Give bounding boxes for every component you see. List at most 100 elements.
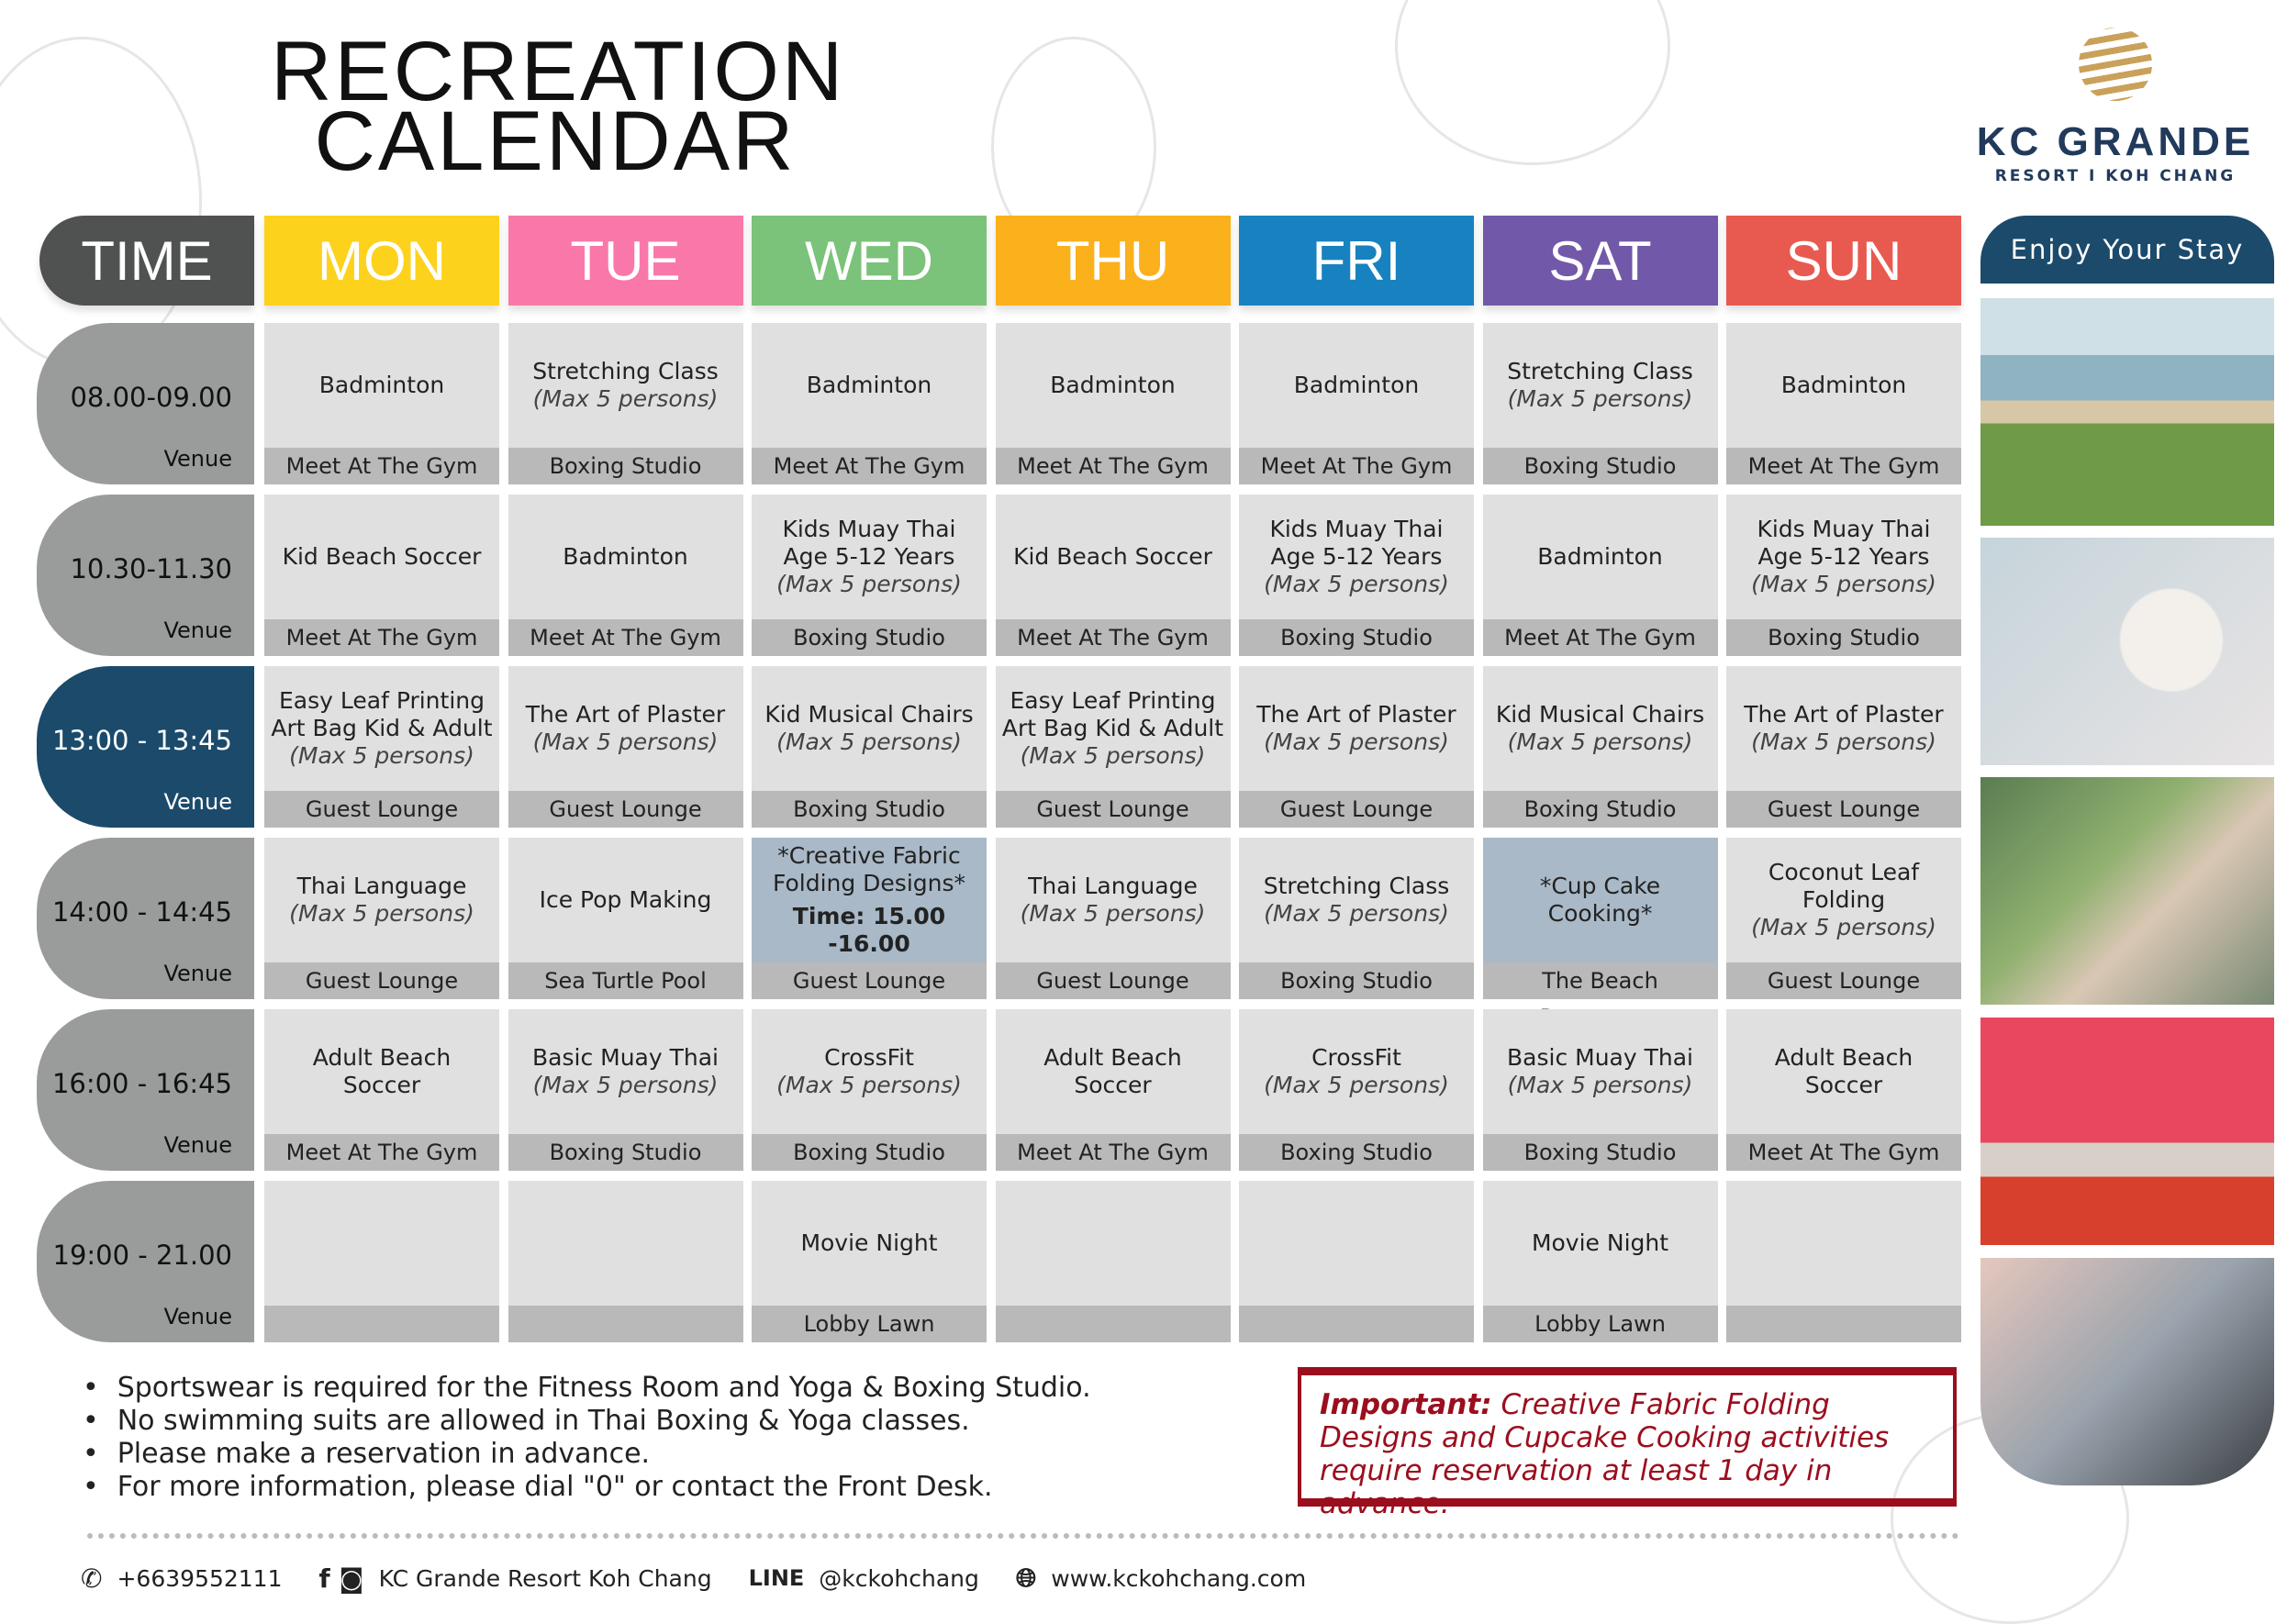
activity-name: Kid Musical Chairs — [1495, 701, 1705, 728]
venue-name: The Beach Restaurant — [1482, 962, 1718, 1030]
activity-cell: Stretching Class (Max 5 persons) Boxing St… — [508, 323, 743, 484]
venue-name: Meet At The Gym — [752, 448, 987, 484]
resort-logo: KC GRANDE RESORT I KOH CHANG — [1973, 28, 2258, 185]
activity-cell: Basic Muay Thai (Max 5 persons) Boxing Stu… — [1482, 1009, 1718, 1171]
activity-name: Basic Muay Thai — [532, 1044, 719, 1071]
venue-label: Venue — [163, 1304, 232, 1329]
photo-coconut-leaf-folding — [1980, 777, 2274, 1005]
day-header-thu: THU — [995, 216, 1231, 306]
activity-cell: Movie Night Lobby Lawn — [1482, 1181, 1718, 1342]
venue-name: Meet At The Gym — [995, 448, 1231, 484]
venue-name — [1726, 1306, 1961, 1342]
capacity-note: (Max 5 persons) — [1264, 900, 1449, 927]
activity-content: Stretching Class (Max 5 persons) — [1239, 838, 1474, 962]
venue-name: Lobby Lawn — [1482, 1306, 1718, 1342]
activity-content: Kid Beach Soccer — [996, 495, 1231, 619]
activity-name: Adult Beach Soccer — [1043, 1044, 1182, 1098]
time-slot: 13:00 - 13:45 Venue — [37, 666, 254, 828]
activity-content: Kids Muay Thai Age 5-12 Years (Max 5 pers… — [1239, 495, 1474, 619]
time-label: 19:00 - 21.00 — [52, 1240, 233, 1271]
activity-name: Stretching Class — [532, 358, 719, 384]
time-slot: 19:00 - 21.00 Venue — [37, 1181, 254, 1342]
activity-cell — [995, 1181, 1231, 1342]
activity-content: CrossFit (Max 5 persons) — [752, 1009, 987, 1134]
activity-cell: Stretching Class (Max 5 persons) Boxing St… — [1482, 323, 1718, 484]
activity-cell: Kid Musical Chairs (Max 5 persons) Boxing … — [752, 666, 987, 828]
venue-name: Boxing Studio — [1482, 1134, 1718, 1171]
facebook-instagram-icon: f ◙ — [318, 1563, 364, 1594]
activity-content: Coconut Leaf Folding (Max 5 persons) — [1726, 838, 1961, 962]
activity-cell: Kids Muay Thai Age 5-12 Years (Max 5 pers… — [1726, 495, 1961, 656]
line-id[interactable]: @kckohchang — [819, 1564, 979, 1592]
activity-content — [1726, 1181, 1961, 1306]
activity-content — [1239, 1181, 1474, 1306]
activity-name: Badminton — [1537, 543, 1663, 570]
time-label: 13:00 - 13:45 — [51, 725, 232, 756]
capacity-note: (Max 5 persons) — [1020, 900, 1206, 927]
venue-name: Lobby Lawn — [752, 1306, 987, 1342]
activity-name: Badminton — [806, 372, 932, 398]
activity-name: Stretching Class — [1507, 358, 1693, 384]
activity-content: Kids Muay Thai Age 5-12 Years (Max 5 pers… — [1726, 495, 1961, 619]
activity-cell: Adult Beach Soccer Meet At The Gym — [995, 1009, 1231, 1171]
venue-name: Boxing Studio — [508, 1134, 743, 1171]
rule-item: Please make a reservation in advance. — [83, 1438, 1091, 1471]
activity-content: Adult Beach Soccer — [264, 1009, 499, 1134]
photo-plaster-figures — [1980, 1018, 2274, 1245]
activity-content: CrossFit (Max 5 persons) — [1239, 1009, 1474, 1134]
activity-cell: Adult Beach Soccer Meet At The Gym — [1726, 1009, 1961, 1171]
activity-content: Badminton — [752, 323, 987, 448]
capacity-note: (Max 5 persons) — [289, 742, 474, 769]
website-link[interactable]: www.kckohchang.com — [1051, 1564, 1307, 1592]
capacity-note: (Max 5 persons) — [1507, 1072, 1693, 1098]
venue-name: Meet At The Gym — [1726, 448, 1961, 484]
venue-name: Guest Lounge — [995, 791, 1231, 828]
social-name[interactable]: KC Grande Resort Koh Chang — [378, 1564, 712, 1592]
time-header: TIME — [39, 216, 254, 306]
photo-ice-pop-making — [1980, 1258, 2274, 1485]
activity-content: Thai Language (Max 5 persons) — [996, 838, 1231, 962]
venue-name — [264, 1306, 499, 1342]
capacity-note: (Max 5 persons) — [776, 571, 962, 597]
activity-content: *Cup Cake Cooking* — [1483, 838, 1718, 962]
line-icon: LINE — [748, 1565, 805, 1591]
activity-content: Kid Beach Soccer — [264, 495, 499, 619]
activity-name: Adult Beach Soccer — [312, 1044, 452, 1098]
activity-cell: CrossFit (Max 5 persons) Boxing Studio — [1239, 1009, 1474, 1171]
activity-cell: Ice Pop Making Sea Turtle Pool — [508, 838, 743, 999]
activity-cell: Kid Beach Soccer Meet At The Gym — [995, 495, 1231, 656]
venue-name: Sea Turtle Pool — [508, 962, 743, 999]
activity-name: Kids Muay Thai Age 5-12 Years — [782, 516, 956, 570]
activity-cell: CrossFit (Max 5 persons) Boxing Studio — [752, 1009, 987, 1171]
activity-cell: Adult Beach Soccer Meet At The Gym — [264, 1009, 499, 1171]
page-title: RECREATION CALENDAR — [271, 25, 846, 188]
activity-cell — [1726, 1181, 1961, 1342]
activity-name: Kids Muay Thai Age 5-12 Years — [1269, 516, 1444, 570]
activity-cell: Badminton Meet At The Gym — [1239, 323, 1474, 484]
day-header-wed: WED — [752, 216, 987, 306]
activity-content: Easy Leaf Printing Art Bag Kid & Adult (M… — [996, 666, 1231, 791]
activity-content: Badminton — [508, 495, 743, 619]
venue-name: Guest Lounge — [1726, 962, 1961, 999]
contact-footer: ✆ +6639552111 f ◙ KC Grande Resort Koh C… — [81, 1563, 1306, 1594]
activity-cell: Coconut Leaf Folding (Max 5 persons) Guest… — [1726, 838, 1961, 999]
time-label: 16:00 - 16:45 — [51, 1068, 232, 1099]
activity-content: Kids Muay Thai Age 5-12 Years (Max 5 pers… — [752, 495, 987, 619]
phone-number[interactable]: +6639552111 — [117, 1564, 283, 1592]
activity-content: Basic Muay Thai (Max 5 persons) — [1483, 1009, 1718, 1134]
activity-name: The Art of Plaster — [1744, 701, 1944, 728]
activity-cell: Kid Beach Soccer Meet At The Gym — [264, 495, 499, 656]
venue-name: Boxing Studio — [1726, 619, 1961, 656]
decorative-shell — [1395, 0, 1670, 165]
venue-label: Venue — [163, 446, 232, 472]
activity-content — [264, 1181, 499, 1306]
day-header-tue: TUE — [508, 216, 743, 306]
venue-name: Boxing Studio — [752, 791, 987, 828]
rule-item: Sportswear is required for the Fitness R… — [83, 1372, 1091, 1405]
activity-cell: Easy Leaf Printing Art Bag Kid & Adult (M… — [264, 666, 499, 828]
activity-content: Badminton — [1483, 495, 1718, 619]
day-header-fri: FRI — [1239, 216, 1474, 306]
venue-name: Guest Lounge — [1239, 791, 1474, 828]
venue-name: Boxing Studio — [1482, 791, 1718, 828]
activity-content: The Art of Plaster (Max 5 persons) — [1239, 666, 1474, 791]
